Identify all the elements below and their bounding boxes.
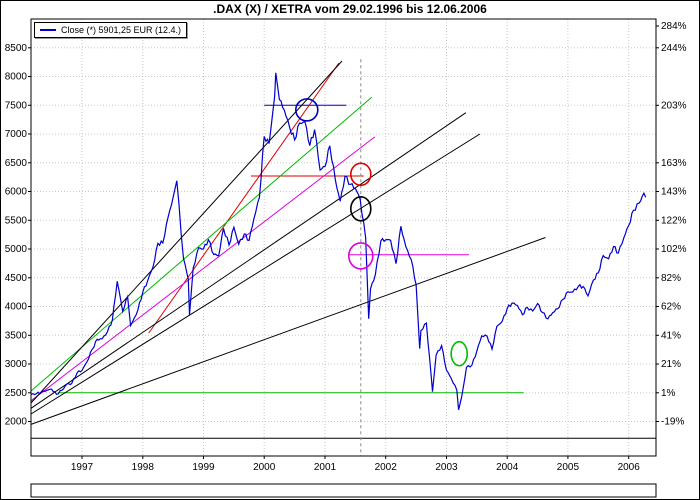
svg-text:2005: 2005 xyxy=(557,462,580,473)
svg-text:21%: 21% xyxy=(661,359,681,370)
y-axis-left: 2000 2500 3000 3500 4000 4500 5000 5500 6000 6500… xyxy=(5,43,31,428)
svg-text:2000: 2000 xyxy=(5,417,28,428)
svg-text:1999: 1999 xyxy=(192,462,215,473)
svg-text:2006: 2006 xyxy=(618,462,641,473)
svg-text:3000: 3000 xyxy=(5,359,28,370)
price-series xyxy=(30,72,647,410)
annotation-circles xyxy=(294,98,469,367)
svg-text:284%: 284% xyxy=(661,21,687,32)
svg-text:8500: 8500 xyxy=(5,43,28,54)
svg-text:203%: 203% xyxy=(661,100,687,111)
y-axis-right: 284% 244% 203% 163% 143% 122% 102% 82% 62% 41% 21%… xyxy=(656,21,687,428)
svg-text:244%: 244% xyxy=(661,43,687,54)
trendlines xyxy=(30,60,546,425)
svg-text:122%: 122% xyxy=(661,215,687,226)
svg-text:1998: 1998 xyxy=(132,462,155,473)
svg-text:6000: 6000 xyxy=(5,187,28,198)
svg-text:41%: 41% xyxy=(661,330,681,341)
series-line-icon xyxy=(40,29,56,31)
legend: Close (*) 5901,25 EUR (12.4.) xyxy=(34,22,188,38)
svg-text:82%: 82% xyxy=(661,273,681,284)
svg-text:2002: 2002 xyxy=(375,462,398,473)
svg-text:-19%: -19% xyxy=(661,417,684,428)
svg-text:7000: 7000 xyxy=(5,129,28,140)
svg-text:1%: 1% xyxy=(661,388,676,399)
x-axis: 1997 1998 1999 2000 2001 2002 2003 2004 2005 2006 xyxy=(71,456,640,473)
svg-text:4500: 4500 xyxy=(5,273,28,284)
svg-text:2500: 2500 xyxy=(5,388,28,399)
svg-text:5500: 5500 xyxy=(5,215,28,226)
svg-text:143%: 143% xyxy=(661,187,687,198)
chart-title: .DAX (X) / XETRA vom 29.02.1996 bis 12.0… xyxy=(213,2,487,16)
svg-text:1997: 1997 xyxy=(71,462,94,473)
svg-text:2003: 2003 xyxy=(435,462,458,473)
svg-text:8000: 8000 xyxy=(5,72,28,83)
horizontal-lines xyxy=(31,104,656,439)
svg-text:3500: 3500 xyxy=(5,330,28,341)
svg-text:62%: 62% xyxy=(661,302,681,313)
svg-text:5000: 5000 xyxy=(5,244,28,255)
lower-panel xyxy=(30,483,657,498)
legend-label: Close (*) 5901,25 EUR (12.4.) xyxy=(61,25,182,35)
svg-text:7500: 7500 xyxy=(5,100,28,111)
svg-text:4000: 4000 xyxy=(5,302,28,313)
svg-text:6500: 6500 xyxy=(5,158,28,169)
svg-text:2000: 2000 xyxy=(253,462,276,473)
svg-text:2004: 2004 xyxy=(496,462,519,473)
plot-frame xyxy=(30,18,657,457)
svg-text:102%: 102% xyxy=(661,244,687,255)
svg-text:2001: 2001 xyxy=(314,462,337,473)
svg-text:163%: 163% xyxy=(661,158,687,169)
